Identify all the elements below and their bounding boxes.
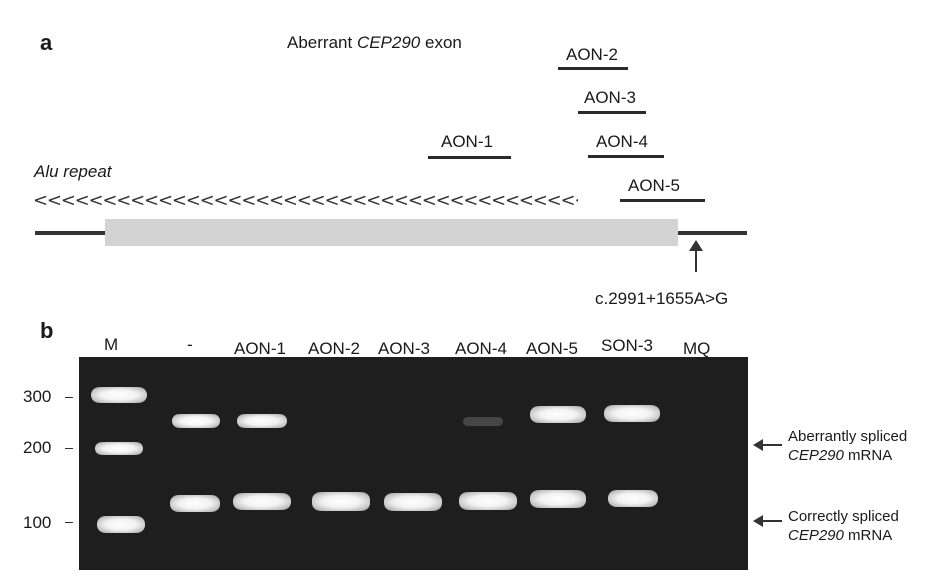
band-son-3-aberrant	[604, 405, 660, 422]
exon-title-suffix: exon	[420, 33, 462, 52]
marker-band-300	[91, 387, 147, 403]
size-tick-200	[65, 448, 73, 449]
aon-5-label: AON-5	[628, 176, 680, 195]
annotation-aberrant: Aberrantly spliced CEP290 mRNA	[788, 427, 907, 465]
exon-title-prefix: Aberrant	[287, 33, 357, 52]
size-marker-300: 300	[23, 387, 52, 406]
mutation-arrow-icon	[689, 240, 703, 251]
lane-label-aon-4: AON-4	[455, 339, 507, 358]
size-tick-100	[65, 522, 73, 523]
aon-4-bar	[588, 155, 664, 158]
band-untreated-aberrant	[172, 414, 220, 428]
lane-label-son-3: SON-3	[601, 336, 653, 355]
panel-b-label: b	[40, 318, 54, 343]
lane-label-no-aon: -	[187, 335, 193, 354]
exon-title-gene: CEP290	[356, 33, 421, 52]
lane-label-aon-1: AON-1	[234, 339, 286, 358]
lane-label-mq: MQ	[683, 339, 711, 358]
annotation-correct-suffix: mRNA	[843, 527, 893, 544]
lane-label-aon-2: AON-2	[308, 339, 360, 358]
arrow-aberrant-icon	[753, 439, 763, 451]
aberrant-exon-box	[105, 219, 678, 246]
band-son-3-correct	[608, 490, 658, 507]
size-tick-300	[65, 397, 73, 398]
lane-label-aon-5: AON-5	[526, 339, 578, 358]
arrow-correct-line	[762, 520, 782, 522]
size-marker-200: 200	[23, 438, 52, 457]
aon-3-bar	[578, 111, 646, 114]
mutation-arrow-shaft	[695, 246, 697, 272]
annotation-correct-line1: Correctly spliced	[788, 508, 899, 525]
band-aon-4-aberrant-faint	[463, 417, 503, 426]
arrow-aberrant-line	[762, 444, 782, 446]
band-aon-4-correct	[459, 492, 517, 510]
band-aon-5-aberrant	[530, 406, 586, 423]
annotation-aberrant-gene: CEP290	[788, 447, 844, 464]
arrow-correct-icon	[753, 515, 763, 527]
band-aon-5-correct	[530, 490, 586, 508]
marker-band-100	[97, 516, 145, 533]
aon-1-bar	[428, 156, 511, 159]
aon-2-label: AON-2	[566, 45, 618, 64]
annotation-correct-gene: CEP290	[788, 527, 844, 544]
marker-band-200	[95, 442, 143, 455]
band-aon-3-correct	[384, 493, 442, 511]
alu-repeat-label: Alu repeat	[34, 162, 112, 181]
band-untreated-correct	[170, 495, 220, 512]
panel-a-label: a	[40, 30, 53, 55]
agarose-gel	[79, 357, 748, 570]
band-aon-1-aberrant	[237, 414, 287, 428]
aon-3-label: AON-3	[584, 88, 636, 107]
aon-1-label: AON-1	[441, 132, 493, 151]
band-aon-2-correct	[312, 492, 370, 511]
annotation-aberrant-line1: Aberrantly spliced	[788, 428, 908, 445]
lane-label-m: M	[104, 335, 119, 354]
lane-label-aon-3: AON-3	[378, 339, 430, 358]
annotation-aberrant-suffix: mRNA	[843, 447, 893, 464]
mutation-label: c.2991+1655A>G	[595, 289, 729, 308]
aon-4-label: AON-4	[596, 132, 648, 151]
band-aon-1-correct	[233, 493, 291, 510]
alu-repeat-chevrons: <<<<<<<<<<<<<<<<<<<<<<<<<<<<<<<<<<<<<<<<…	[33, 190, 578, 211]
aon-2-bar	[558, 67, 628, 70]
exon-title: Aberrant CEP290 exon	[287, 33, 462, 53]
aon-5-bar	[620, 199, 705, 202]
annotation-correct: Correctly spliced CEP290 mRNA	[788, 507, 899, 545]
size-marker-100: 100	[23, 513, 52, 532]
